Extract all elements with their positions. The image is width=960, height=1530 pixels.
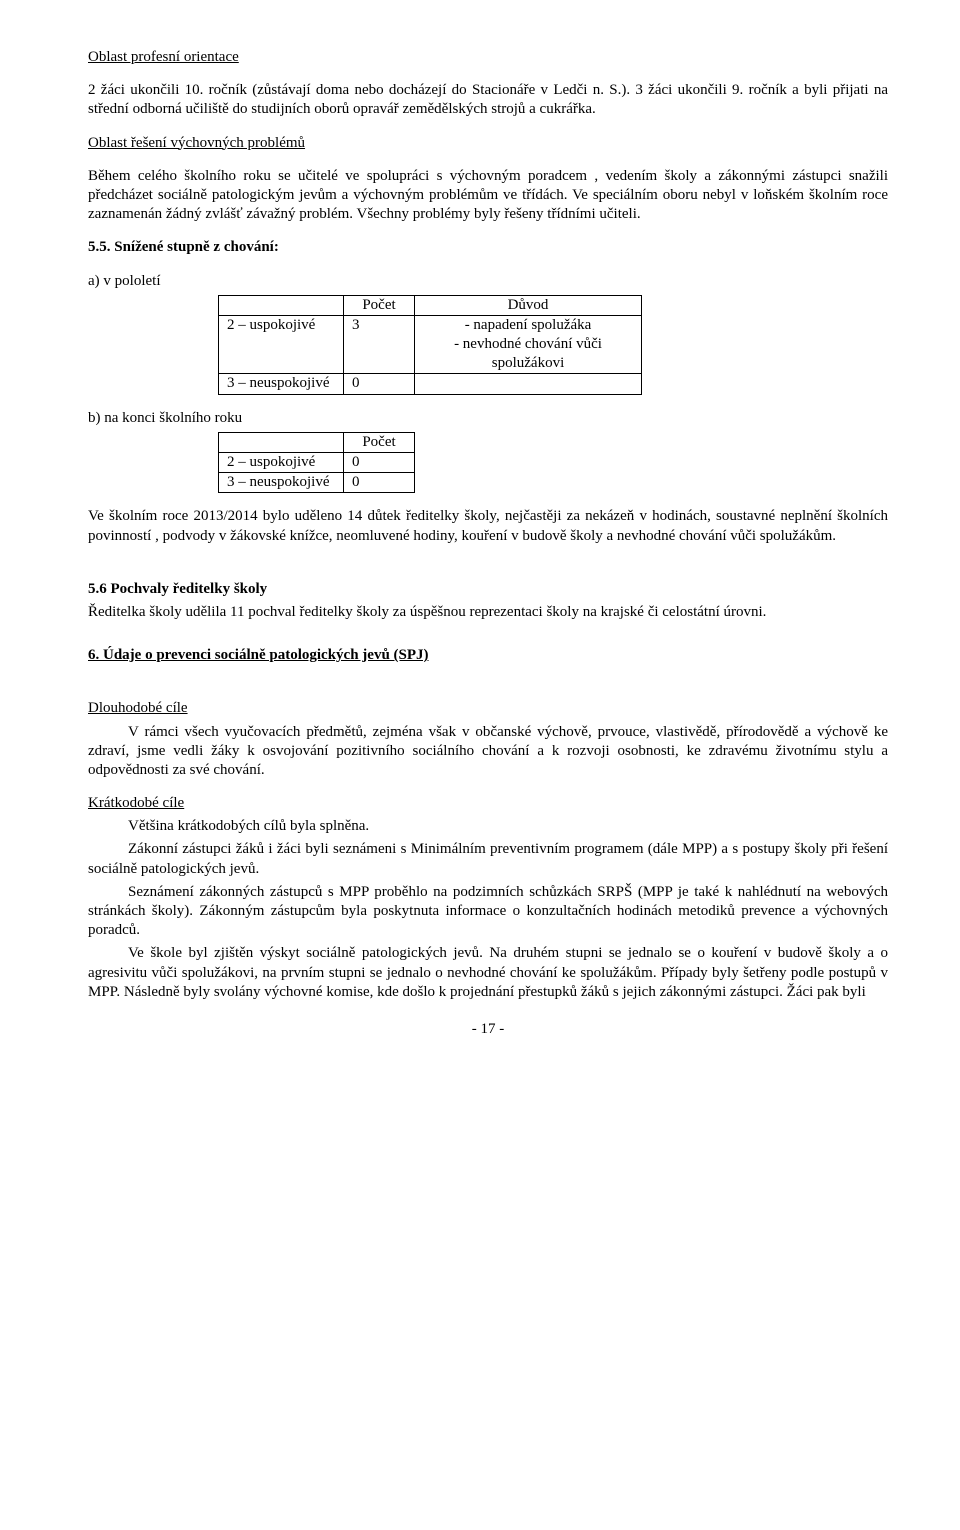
table-row: 2 – uspokojivé 0 xyxy=(219,453,415,473)
table-cell: 0 xyxy=(344,473,415,493)
table-row: 3 – neuspokojivé 0 xyxy=(219,473,415,493)
subheading-a: a) v pololetí xyxy=(88,272,888,291)
paragraph-short-2: Zákonní zástupci žáků i žáci byli seznám… xyxy=(88,840,888,878)
table-header-reason: Důvod xyxy=(415,295,642,315)
heading-5-6: 5.6 Pochvaly ředitelky školy xyxy=(88,580,888,599)
table-cell: 3 – neuspokojivé xyxy=(219,473,344,493)
table-header-count: Počet xyxy=(344,432,415,452)
paragraph-short-1: Většina krátkodobých cílů byla splněna. xyxy=(88,817,888,836)
heading-long-goals: Dlouhodobé cíle xyxy=(88,699,888,718)
paragraph-orientation: 2 žáci ukončili 10. ročník (zůstávají do… xyxy=(88,81,888,119)
table-cell xyxy=(219,432,344,452)
table-row: Počet Důvod xyxy=(219,295,642,315)
table-cell: 0 xyxy=(344,453,415,473)
table-b: Počet 2 – uspokojivé 0 3 – neuspokojivé … xyxy=(218,432,415,494)
subheading-b: b) na konci školního roku xyxy=(88,409,888,428)
table-cell: - nevhodné chování vůči xyxy=(415,335,642,354)
paragraph-short-3: Seznámení zákonných zástupců s MPP probě… xyxy=(88,883,888,941)
paragraph-5-6: Ředitelka školy udělila 11 pochval ředit… xyxy=(88,603,888,622)
heading-problems: Oblast řešení výchovných problémů xyxy=(88,134,888,153)
table-cell: - napadení spolužáka xyxy=(415,315,642,335)
table-cell: 2 – uspokojivé xyxy=(219,315,344,374)
table-a: Počet Důvod 2 – uspokojivé 3 - napadení … xyxy=(218,295,642,395)
paragraph-dutky: Ve školním roce 2013/2014 bylo uděleno 1… xyxy=(88,507,888,545)
heading-orientation: Oblast profesní orientace xyxy=(88,48,888,67)
table-cell: 3 xyxy=(344,315,415,374)
page-number: - 17 - xyxy=(88,1020,888,1039)
table-cell: 3 – neuspokojivé xyxy=(219,374,344,394)
table-cell: 2 – uspokojivé xyxy=(219,453,344,473)
paragraph-short-4: Ve škole byl zjištěn výskyt sociálně pat… xyxy=(88,944,888,1002)
paragraph-problems: Během celého školního roku se učitelé ve… xyxy=(88,167,888,225)
table-header-count: Počet xyxy=(344,295,415,315)
table-cell: 0 xyxy=(344,374,415,394)
table-row: Počet xyxy=(219,432,415,452)
heading-short-goals: Krátkodobé cíle xyxy=(88,794,888,813)
table-row: 3 – neuspokojivé 0 xyxy=(219,374,642,394)
table-cell: spolužákovi xyxy=(415,354,642,374)
table-cell xyxy=(219,295,344,315)
heading-6: 6. Údaje o prevenci sociálně patologický… xyxy=(88,646,888,665)
paragraph-long-goals: V rámci všech vyučovacích předmětů, zejm… xyxy=(88,723,888,781)
table-cell xyxy=(415,374,642,394)
heading-5-5: 5.5. Snížené stupně z chování: xyxy=(88,238,888,257)
table-row: 2 – uspokojivé 3 - napadení spolužáka xyxy=(219,315,642,335)
